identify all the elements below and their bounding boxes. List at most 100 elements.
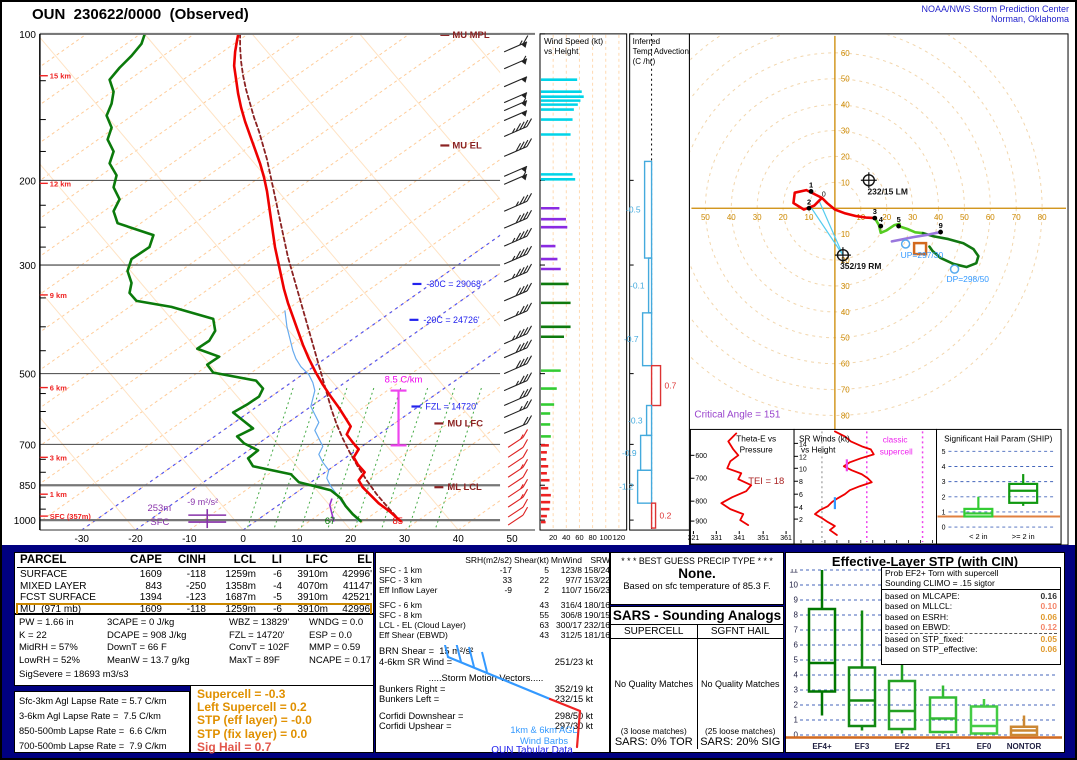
table-cell: FCST SURFACE bbox=[20, 592, 96, 603]
stp-y-label: 6 bbox=[794, 641, 799, 650]
wind-axis-label: 80 bbox=[588, 533, 596, 542]
thetae-title-2: Pressure bbox=[740, 445, 773, 454]
hodo-axis-label: 30 bbox=[841, 127, 850, 136]
thetae-x-label: 351 bbox=[757, 535, 769, 542]
hodo-axis-label: 40 bbox=[934, 213, 943, 222]
table-cell: LI bbox=[271, 554, 282, 566]
hodo-axis-label: 50 bbox=[701, 213, 710, 222]
corfidi-up-label: UP=297/30 bbox=[901, 250, 944, 260]
srh-row: SFC - 6 km 43 316/4 180/16 bbox=[379, 600, 610, 610]
thetae-y-label: 700 bbox=[695, 476, 707, 483]
hodo-axis-label: 60 bbox=[986, 213, 995, 222]
kinematics-cell: Corfidi Upshear = bbox=[379, 721, 452, 731]
table-cell: ConvT = 102F bbox=[229, 642, 290, 653]
parcel-table: PARCEL CAPE CINH LCL LI LFC EL SURFACE 1609 -118 1… bbox=[16, 554, 372, 616]
ship-y-label: 1 bbox=[942, 509, 946, 516]
table-cell: 42996' bbox=[342, 569, 372, 580]
table-cell: 1687m bbox=[225, 592, 256, 603]
table-cell: 312/5 bbox=[560, 630, 582, 640]
table-cell: 3CAPE = 0 J/kg bbox=[107, 617, 175, 628]
thetae-x-label: 361 bbox=[780, 535, 792, 542]
table-cell: DCAPE = 908 J/kg bbox=[107, 629, 187, 641]
stp-y-label: 1 bbox=[794, 716, 799, 725]
sars-supercell-header: SUPERCELL bbox=[611, 625, 697, 639]
thetae-title-1: Theta-E vs bbox=[736, 434, 776, 443]
table-cell: -118 bbox=[186, 569, 206, 580]
table-cell: 181/16 bbox=[584, 630, 610, 640]
srh-row: Eff Inflow Layer -9 2 110/7 156/23 bbox=[379, 585, 610, 595]
ship-y-label: 2 bbox=[942, 494, 946, 501]
tabular-data-link[interactable]: OUN Tabular Data bbox=[491, 745, 573, 756]
hodo-axis-label: 50 bbox=[960, 213, 969, 222]
prob-rows: based on MLCAPE: 0.16 based on MLLCL: 0.10 b… bbox=[882, 590, 1060, 655]
srwind-title-1: SR Winds (kt) bbox=[799, 434, 850, 443]
thetae-x-label: 341 bbox=[733, 535, 745, 542]
pressure-axis-label: 300 bbox=[19, 261, 36, 272]
hodo-axis-label: 80 bbox=[1038, 213, 1047, 222]
sars-supercell-matches: (3 loose matches) bbox=[620, 726, 687, 736]
kinematics-cell: Bunkers Left = bbox=[379, 694, 440, 704]
table-cell: WBZ = 13829' bbox=[229, 617, 290, 628]
table-cell: 158/24 bbox=[584, 565, 610, 575]
hodo-axis-label: 60 bbox=[841, 360, 850, 369]
srwind-y-label: 2 bbox=[799, 517, 803, 524]
table-cell: MaxT = 89F bbox=[229, 654, 280, 666]
stp-cat-label: EF4+ bbox=[812, 742, 832, 751]
page-title: OUN 230622/0000 (Observed) bbox=[32, 6, 249, 23]
thermo-grid: PW = 1.66 in 3CAPE = 0 J/kg WBZ = 13829' WN… bbox=[19, 617, 371, 668]
eff-inflow-srh-label: -9 m²/s² bbox=[187, 497, 218, 507]
prob-row: based on STP_fixed: 0.05 bbox=[885, 632, 1057, 644]
pressure-axis-label: 100 bbox=[19, 30, 36, 41]
skewt-wind-barb-column bbox=[503, 35, 533, 526]
pressure-axis-label: 850 bbox=[19, 481, 36, 492]
height-km-label: 3 km bbox=[50, 453, 67, 462]
hodo-axis-label: 70 bbox=[841, 386, 850, 395]
table-cell: 5 bbox=[544, 565, 549, 575]
table-cell: 1609 bbox=[139, 603, 162, 615]
composite-index-list: Supercell = -0.3 Left Supercell = 0.2 STP … bbox=[197, 687, 367, 754]
table-cell: SRH(m2/s2) bbox=[465, 555, 512, 565]
temp-axis-label: 50 bbox=[507, 534, 519, 545]
table-cell: 4070m bbox=[297, 580, 328, 592]
temp-axis-label: 30 bbox=[399, 534, 411, 545]
table-cell: 300/17 bbox=[556, 620, 582, 630]
thermo-row: K = 22 DCAPE = 908 J/kg FZL = 14720' ESP = … bbox=[19, 630, 369, 643]
iso-30c-label: -30C = 29068' bbox=[426, 279, 483, 289]
brn-shear-value: BRN Shear = 15 m²/s² bbox=[379, 646, 474, 656]
prob-row: based on ESRH: 0.06 bbox=[885, 612, 1057, 622]
table-cell: 1358m bbox=[225, 580, 256, 592]
table-cell: FZL = 14720' bbox=[229, 629, 285, 641]
advection-value: -0.7 bbox=[624, 334, 639, 344]
table-cell: 316/4 bbox=[560, 600, 582, 610]
lapse-rate-list: Sfc-3km Agl Lapse Rate = 5.7 C/km 3-6km A… bbox=[19, 694, 185, 754]
kinematics-block: BRN Shear = 15 m²/s² 4-6km SR Wind = 251/… bbox=[379, 646, 593, 732]
table-cell: CAPE bbox=[130, 554, 162, 566]
precip-note: Based on sfc temperature of 85.3 F. bbox=[623, 581, 771, 591]
table-cell bbox=[465, 630, 512, 640]
table-cell: EL bbox=[357, 554, 372, 566]
thermo-row: LowRH = 52% MeanW = 13.7 g/kg MaxT = 89F NC… bbox=[19, 654, 371, 668]
hodo-axis-label: 30 bbox=[753, 213, 762, 222]
prob-cell: based on STP_fixed: bbox=[885, 633, 964, 644]
temp-axis-label: 20 bbox=[345, 534, 357, 545]
wind-axis-label: 20 bbox=[549, 533, 557, 542]
hodo-axis-label: 20 bbox=[841, 152, 850, 161]
critical-angle-label: Critical Angle = 151 bbox=[694, 409, 780, 420]
srwind-y-label: 6 bbox=[799, 492, 803, 499]
wind-axis-label: 100 bbox=[600, 533, 612, 542]
table-cell bbox=[379, 555, 465, 565]
advection-value: -0.3 bbox=[628, 415, 643, 425]
thetae-x-label: 331 bbox=[711, 535, 723, 542]
temp-axis-label: 0 bbox=[240, 534, 246, 545]
ml-lcl-label: ML LCL bbox=[447, 482, 482, 493]
table-cell: 3910m bbox=[297, 592, 328, 603]
hodo-axis-label: 60 bbox=[841, 49, 850, 58]
height-km-label: 6 km bbox=[50, 384, 67, 393]
thermo-indices-panel: PW = 1.66 in 3CAPE = 0 J/kg WBZ = 13829' WN… bbox=[14, 614, 374, 686]
table-cell: -123 bbox=[185, 592, 206, 603]
stp-cat-label: EF2 bbox=[895, 742, 910, 751]
surface-temp-value: 85 bbox=[393, 516, 404, 527]
prob-cell: based on MLLCL: bbox=[885, 601, 953, 612]
